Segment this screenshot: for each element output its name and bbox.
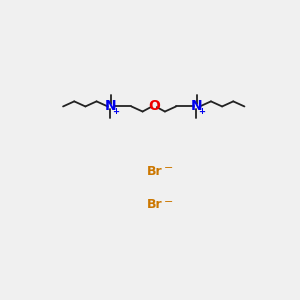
Text: N: N [105, 100, 116, 113]
Text: +: + [112, 107, 119, 116]
Text: N: N [191, 100, 202, 113]
Text: O: O [148, 100, 160, 113]
Text: +: + [198, 107, 206, 116]
Text: −: − [164, 164, 174, 173]
Text: −: − [164, 197, 174, 207]
Text: Br: Br [147, 198, 162, 211]
Text: Br: Br [147, 165, 162, 178]
